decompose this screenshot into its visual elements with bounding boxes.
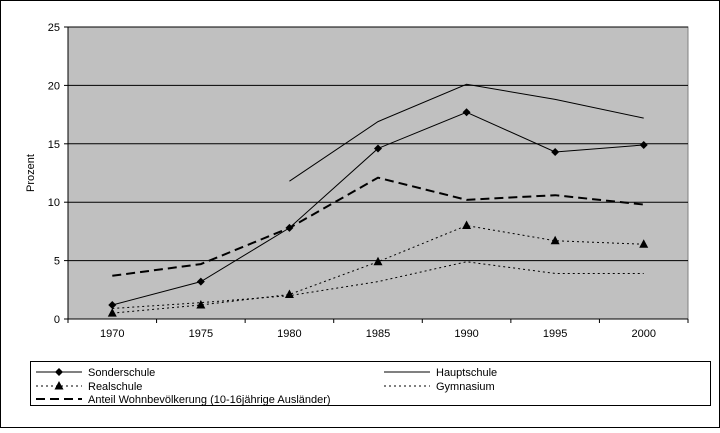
- legend-label: Realschule: [88, 381, 142, 393]
- data-point: [107, 308, 117, 317]
- series-layer: [107, 83, 649, 317]
- y-tick-label: 25: [48, 22, 60, 34]
- series-line: [289, 83, 644, 182]
- data-point: [373, 256, 383, 266]
- legend-item: Gymnasium: [384, 381, 495, 393]
- legend-item: Sonderschule: [36, 367, 155, 379]
- data-point: [196, 299, 206, 309]
- x-tick-label: 1990: [454, 328, 478, 340]
- legend: Sonderschule Hauptschule Realschule Gymnasi…: [36, 367, 497, 406]
- data-point: [374, 144, 382, 153]
- data-point: [196, 277, 205, 286]
- data-point: [462, 220, 472, 230]
- y-tick-label: 5: [54, 256, 60, 268]
- legend-marker: [55, 368, 63, 376]
- y-tick-label: 0: [54, 314, 60, 326]
- x-tick-label: 1985: [366, 328, 390, 340]
- legend-label: Sonderschule: [88, 367, 155, 379]
- data-point: [550, 235, 560, 245]
- data-point: [639, 140, 648, 149]
- y-axis-ticks: 0 5 10 15 20 25: [48, 22, 68, 326]
- y-tick-label: 15: [48, 139, 60, 151]
- x-tick-label: 1975: [189, 328, 213, 340]
- x-tick-label: 2000: [631, 328, 655, 340]
- plot-area: [67, 26, 689, 320]
- y-tick-label: 10: [48, 197, 60, 209]
- x-tick-label: 1970: [100, 328, 124, 340]
- data-point: [462, 108, 471, 117]
- series-1: [289, 83, 644, 182]
- legend-marker: [54, 381, 64, 390]
- legend-item: Anteil Wohnbevölkerung (10-16jährige Aus…: [36, 394, 331, 406]
- y-axis-label: Prozent: [25, 154, 37, 192]
- legend-label: Hauptschule: [436, 367, 497, 379]
- legend-label: Gymnasium: [436, 381, 495, 393]
- legend-box: [30, 361, 711, 406]
- legend-item: Realschule: [36, 381, 142, 393]
- y-tick-label: 20: [48, 80, 60, 92]
- data-point: [108, 300, 117, 309]
- x-tick-label: 1980: [277, 328, 301, 340]
- data-point: [639, 239, 649, 248]
- series-line: [112, 176, 644, 277]
- gridlines: [68, 26, 688, 262]
- legend-label: Anteil Wohnbevölkerung (10-16jährige Aus…: [88, 394, 331, 406]
- x-axis-ticks: 1970 1975 1980 1985 1990 1995 2000: [67, 319, 689, 340]
- data-point: [551, 147, 560, 156]
- legend-item: Hauptschule: [384, 367, 497, 379]
- series-4: [112, 176, 644, 277]
- x-tick-label: 1995: [543, 328, 567, 340]
